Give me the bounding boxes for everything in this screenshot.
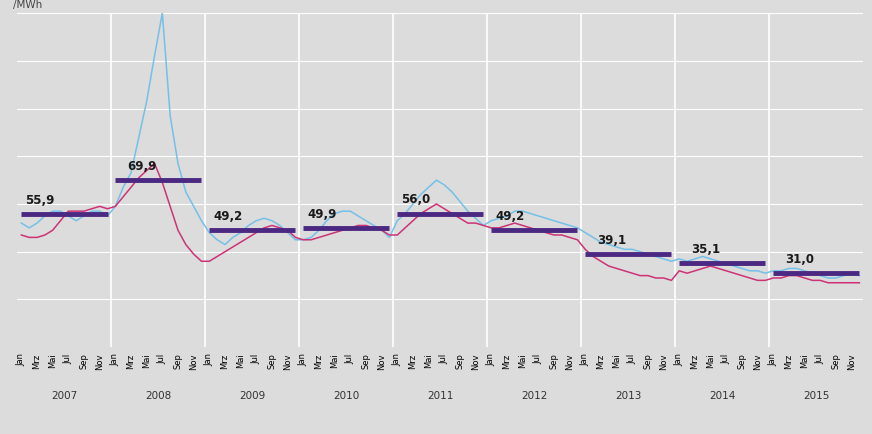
Text: 35,1: 35,1	[691, 243, 720, 256]
Text: 2015: 2015	[803, 391, 829, 401]
Text: 2012: 2012	[521, 391, 548, 401]
Text: 2007: 2007	[51, 391, 78, 401]
Text: 2013: 2013	[615, 391, 642, 401]
Text: 2011: 2011	[427, 391, 453, 401]
Text: 55,9: 55,9	[25, 194, 55, 207]
Text: 49,2: 49,2	[214, 210, 242, 223]
Text: 39,1: 39,1	[597, 233, 626, 247]
Text: 31,0: 31,0	[785, 253, 814, 266]
Text: 69,9: 69,9	[127, 160, 156, 173]
Text: /MWh: /MWh	[13, 0, 43, 10]
Text: 49,9: 49,9	[307, 208, 337, 221]
Text: 2010: 2010	[333, 391, 359, 401]
Text: 2009: 2009	[239, 391, 265, 401]
Text: 56,0: 56,0	[401, 194, 431, 207]
Text: 2008: 2008	[146, 391, 172, 401]
Text: 49,2: 49,2	[495, 210, 524, 223]
Text: 2014: 2014	[709, 391, 735, 401]
